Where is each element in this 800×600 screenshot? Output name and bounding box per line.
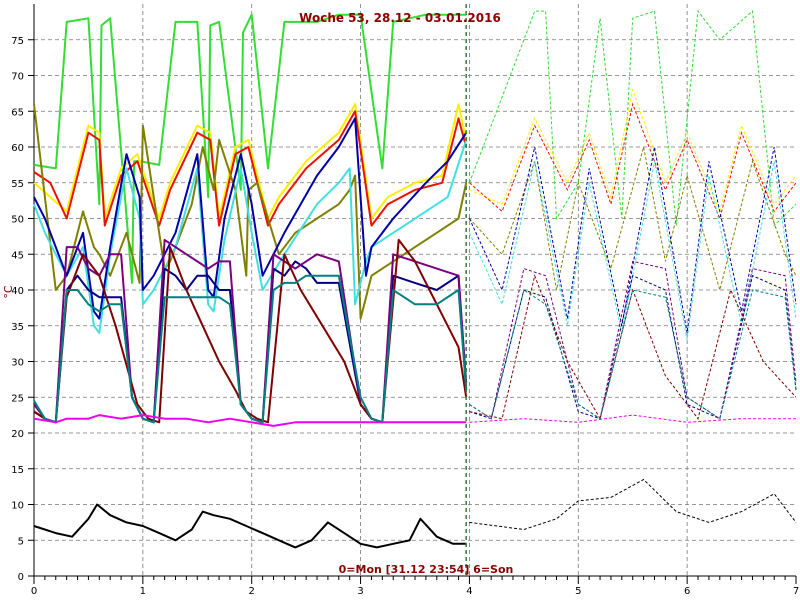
series-projection-6 (469, 274, 797, 420)
series-group (33, 13, 468, 549)
y-tick-label: 5 (18, 536, 24, 547)
y-tick-label: 30 (11, 358, 24, 369)
y-tick-label: 45 (11, 250, 24, 261)
y-tick-label: 25 (11, 393, 24, 404)
x-tick-label: 6 (684, 586, 690, 597)
series-line-9 (33, 274, 468, 424)
y-tick-label: 55 (11, 179, 24, 190)
series-line-5 (33, 117, 468, 320)
series-line-10 (33, 414, 467, 427)
y-axis-unit-label: °C (2, 285, 15, 299)
x-tick-label: 3 (357, 586, 363, 597)
y-tick-label: 70 (11, 72, 24, 83)
series-projection-0 (468, 9, 797, 227)
x-tick-label: 1 (140, 586, 146, 597)
x-tick-label: 5 (575, 586, 581, 597)
projection-series-group (468, 9, 797, 531)
y-tick-label: 0 (18, 572, 24, 583)
x-tick-label: 4 (466, 586, 472, 597)
series-projection-11 (469, 478, 797, 531)
y-tick-label: 40 (11, 286, 24, 297)
y-tick-label: 10 (11, 501, 24, 512)
series-projection-4 (468, 161, 797, 341)
x-tick-label: 7 (793, 586, 799, 597)
y-tick-label: 65 (11, 107, 24, 118)
x-tick-label: 2 (249, 586, 255, 597)
series-projection-7 (469, 260, 797, 420)
y-tick-label: 50 (11, 215, 24, 226)
series-line-2 (33, 110, 468, 227)
y-tick-label: 15 (11, 465, 24, 476)
grid (34, 4, 796, 576)
series-line-4 (33, 139, 468, 334)
y-tick-label: 20 (11, 429, 24, 440)
y-tick-label: 60 (11, 143, 24, 154)
series-projection-5 (468, 146, 797, 333)
x-tick-label: 0 (31, 586, 37, 597)
y-tick-label: 35 (11, 322, 24, 333)
series-projection-9 (469, 289, 797, 420)
series-line-11 (33, 503, 467, 549)
status-readout: 0=Mon [31.12 23:54] 6=Son (339, 563, 514, 576)
series-line-0 (33, 13, 467, 284)
series-projection-2 (469, 102, 797, 221)
y-tick-label: 75 (11, 36, 24, 47)
series-line-6 (33, 260, 468, 424)
series-projection-10 (469, 414, 796, 423)
series-projection-1 (469, 87, 797, 213)
chart-title: Woche 53, 28.12 - 03.01.2016 (299, 11, 501, 25)
series-projection-8 (469, 273, 797, 421)
